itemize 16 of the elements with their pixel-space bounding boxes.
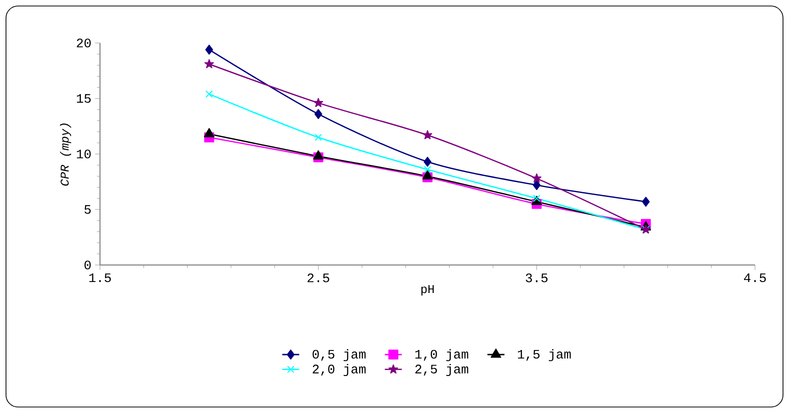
legend-label: 1,5 jam xyxy=(518,349,571,362)
legend-label: 1,0 jam xyxy=(415,349,468,362)
y-tick-label: 15 xyxy=(76,94,91,103)
y-tick-label: 0 xyxy=(84,260,91,270)
x-tick-label: 2.5 xyxy=(308,273,330,282)
x-axis-title: pH xyxy=(421,285,434,296)
legend-label: 0,5 jam xyxy=(312,349,366,362)
legend-label: 2,5 jam xyxy=(415,364,468,376)
x-tick-label: 3.5 xyxy=(526,273,548,282)
x-tick-label: 1.5 xyxy=(89,274,111,282)
y-tick-label: 10 xyxy=(76,150,91,158)
y-tick-label: 20 xyxy=(76,38,91,48)
x-tick-label: 4.5 xyxy=(744,274,766,282)
y-axis-title: CPR (mpy) xyxy=(60,124,72,186)
legend-label: 2,0 jam xyxy=(312,364,366,376)
y-tick-label: 5 xyxy=(84,205,91,214)
